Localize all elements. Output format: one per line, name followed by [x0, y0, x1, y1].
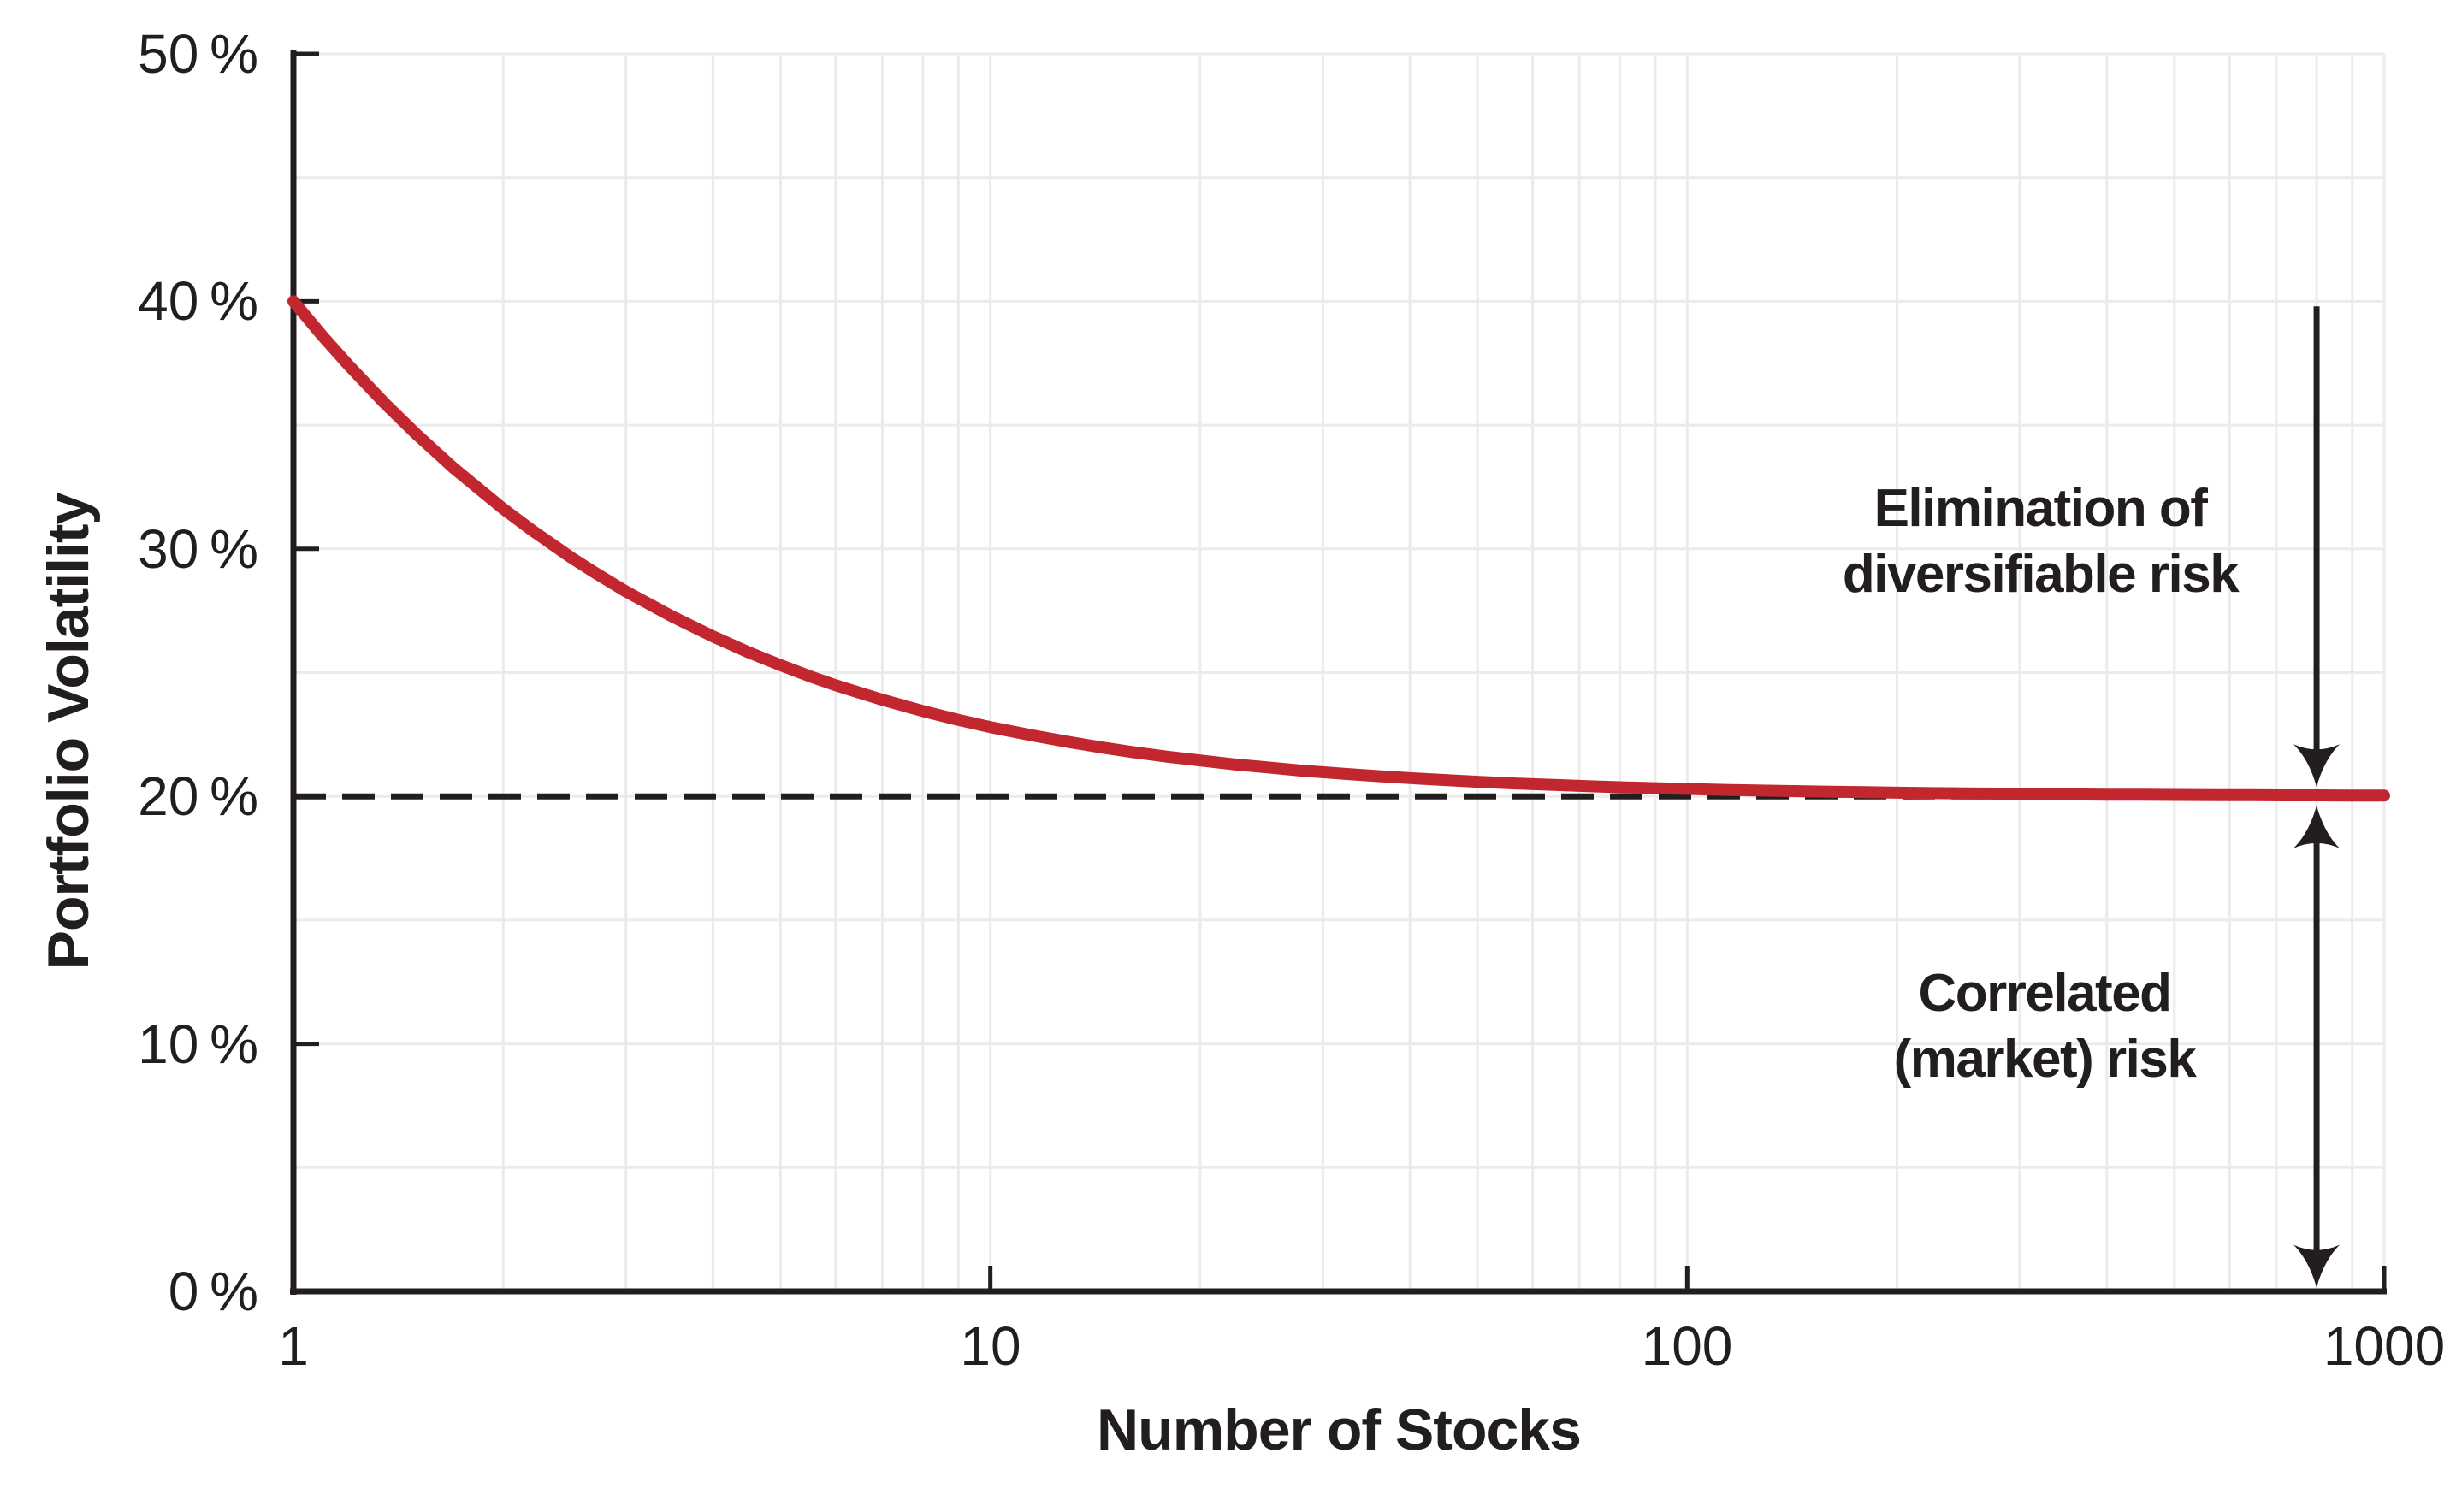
volatility-curve — [287, 295, 2390, 802]
annotation-line: (market) risk — [1893, 1030, 2197, 1089]
x-tick-label-1: 1 — [278, 1315, 309, 1377]
x-axis-title: Number of Stocks — [1097, 1397, 1582, 1462]
arrow-correlated-market-risk-head — [2293, 1244, 2341, 1288]
y-tick-label-10: 10 % — [138, 1013, 258, 1075]
y-tick-label-20: 20 % — [138, 765, 258, 827]
x-tick-label-10: 10 — [960, 1315, 1021, 1377]
x-tick-label-1000: 1000 — [2323, 1315, 2446, 1377]
annotation-correlated-market-risk: Correlated (market) risk — [1745, 960, 2344, 1092]
annotation-elimination-of-diversifiable-risk: Elimination of diversifiable risk — [1741, 475, 2340, 607]
y-tick-label-30: 30 % — [138, 518, 258, 580]
annotation-line: Correlated — [1918, 964, 2172, 1023]
y-axis-title: Portfolio Volatility — [36, 493, 101, 970]
x-tick-label-100: 100 — [1641, 1315, 1733, 1377]
arrow-elimination-of-diversifiable-risk-head — [2293, 744, 2341, 788]
y-tick-label-40: 40 % — [138, 270, 258, 332]
annotation-line: Elimination of — [1873, 479, 2208, 538]
annotation-line: diversifiable risk — [1842, 545, 2240, 604]
y-tick-label-0: 0 % — [168, 1261, 258, 1322]
y-tick-label-50: 50 % — [138, 23, 258, 85]
arrow-correlated-market-risk-head — [2293, 805, 2341, 848]
